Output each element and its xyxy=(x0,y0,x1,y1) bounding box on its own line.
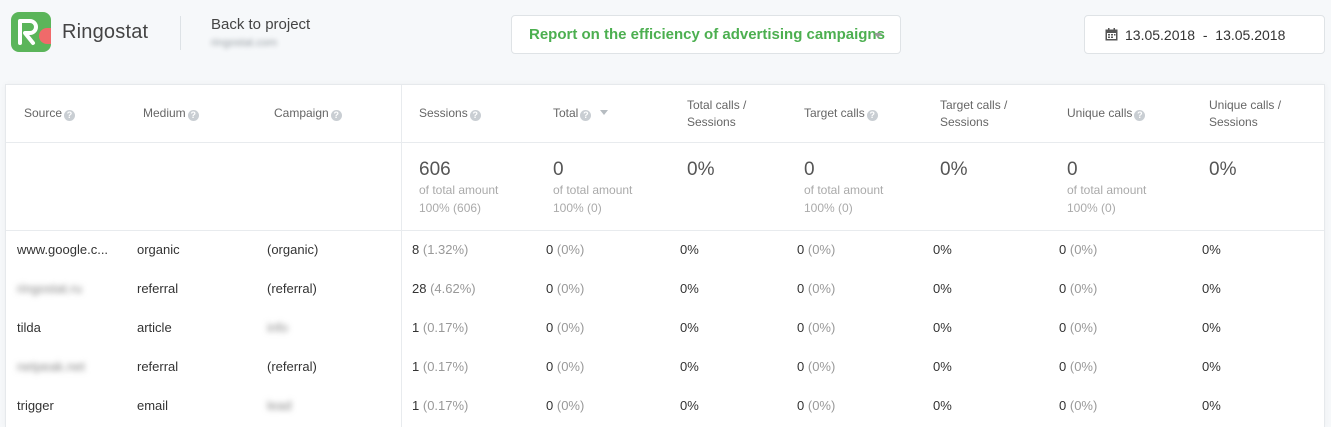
cell-unique-calls-sessions: 0% xyxy=(1202,281,1221,296)
cell-source: tilda xyxy=(17,320,41,335)
logo-mark-icon xyxy=(18,19,51,45)
cell-sessions: 1 (0.17%) xyxy=(412,320,469,335)
col-header-medium[interactable]: Medium? xyxy=(143,105,199,122)
cell-target-calls-sessions: 0% xyxy=(933,281,952,296)
cell-medium: referral xyxy=(137,359,179,374)
question-circle-icon[interactable]: ? xyxy=(187,110,199,121)
question-circle-icon[interactable]: ? xyxy=(64,110,76,121)
cell-medium: article xyxy=(137,320,172,335)
table-row[interactable]: netpeak.net referral (referral) 1 (0.17%) 0 … xyxy=(6,359,1324,377)
col-header-total-calls-sessions[interactable]: Total calls / Sessions xyxy=(687,98,747,129)
header-divider xyxy=(180,16,181,50)
question-circle-icon[interactable]: ? xyxy=(866,110,878,121)
report-type-select[interactable]: Report on the efficiency of advertising … xyxy=(511,15,901,54)
col-header-source[interactable]: Source? xyxy=(24,105,76,122)
cell-sessions: 8 (1.32%) xyxy=(412,242,469,257)
top-bar: Ringostat Back to project ringostat.com … xyxy=(0,0,1331,84)
cell-campaign: (referral) xyxy=(267,359,317,374)
cell-total: 0 (0%) xyxy=(546,242,585,257)
cell-unique-calls-sessions: 0% xyxy=(1202,398,1221,413)
total-unique-calls: 0 of total amount 100% (0) xyxy=(1067,159,1147,215)
col-header-unique-calls[interactable]: Unique calls? xyxy=(1067,105,1146,122)
cell-total: 0 (0%) xyxy=(546,320,585,335)
question-circle-icon[interactable]: ? xyxy=(1134,110,1146,121)
project-url: ringostat.com xyxy=(211,37,278,49)
report-table: Source? Medium? Campaign? Sessions? Tota… xyxy=(5,84,1325,427)
cell-target-calls: 0 (0%) xyxy=(797,242,836,257)
cell-source: netpeak.net xyxy=(17,359,85,374)
calendar-icon xyxy=(1105,28,1118,41)
cell-sessions: 1 (0.17%) xyxy=(412,359,469,374)
caret-down-icon xyxy=(874,33,882,38)
cell-source: trigger xyxy=(17,398,54,413)
total-target-calls: 0 of total amount 100% (0) xyxy=(804,159,884,215)
cell-target-calls: 0 (0%) xyxy=(797,320,836,335)
cell-sessions: 28 (4.62%) xyxy=(412,281,476,296)
col-header-target-calls[interactable]: Target calls? xyxy=(804,105,878,122)
total-unique-calls-sessions: 0% xyxy=(1209,159,1237,180)
back-to-project-link[interactable]: Back to project xyxy=(211,16,311,33)
cell-target-calls: 0 (0%) xyxy=(797,398,836,413)
cell-total-calls-sessions: 0% xyxy=(680,359,699,374)
cell-sessions: 1 (0.17%) xyxy=(412,398,469,413)
report-type-label: Report on the efficiency of advertising … xyxy=(529,26,885,43)
cell-total: 0 (0%) xyxy=(546,281,585,296)
cell-target-calls: 0 (0%) xyxy=(797,281,836,296)
cell-unique-calls-sessions: 0% xyxy=(1202,320,1221,335)
col-header-total[interactable]: Total? xyxy=(553,105,609,122)
table-row[interactable]: trigger email lead 1 (0.17%) 0 (0%) 0% 0 (0%) 0… xyxy=(6,398,1324,416)
cell-total: 0 (0%) xyxy=(546,359,585,374)
cell-target-calls-sessions: 0% xyxy=(933,242,952,257)
cell-campaign: (organic) xyxy=(267,242,319,257)
cell-campaign: lead xyxy=(267,398,292,413)
cell-medium: referral xyxy=(137,281,179,296)
cell-target-calls-sessions: 0% xyxy=(933,398,952,413)
total-sessions: 606 of total amount 100% (606) xyxy=(419,159,499,215)
cell-total-calls-sessions: 0% xyxy=(680,281,699,296)
brand-name: Ringostat xyxy=(62,21,149,43)
cell-total: 0 (0%) xyxy=(546,398,585,413)
cell-unique-calls: 0 (0%) xyxy=(1059,281,1098,296)
date-range-picker[interactable]: 13.05.2018 - 13.05.2018 xyxy=(1084,15,1325,54)
cell-unique-calls: 0 (0%) xyxy=(1059,242,1098,257)
total-calls-sessions: 0% xyxy=(687,159,715,180)
cell-source: ringostat.ru xyxy=(17,281,83,296)
total-calls: 0 of total amount 100% (0) xyxy=(553,159,633,215)
cell-unique-calls-sessions: 0% xyxy=(1202,359,1221,374)
sort-caret-icon[interactable] xyxy=(600,110,609,115)
totals-separator xyxy=(6,230,1324,231)
cell-medium: email xyxy=(137,398,169,413)
header-separator xyxy=(6,142,1324,143)
col-header-sessions[interactable]: Sessions? xyxy=(419,105,481,122)
question-circle-icon[interactable]: ? xyxy=(469,110,481,121)
cell-unique-calls-sessions: 0% xyxy=(1202,242,1221,257)
col-header-campaign[interactable]: Campaign? xyxy=(274,105,342,122)
table-row[interactable]: tilda article info 1 (0.17%) 0 (0%) 0% 0 (0%) 0… xyxy=(6,320,1324,338)
column-divider xyxy=(401,85,402,427)
cell-medium: organic xyxy=(137,242,180,257)
cell-campaign: (referral) xyxy=(267,281,317,296)
cell-total-calls-sessions: 0% xyxy=(680,398,699,413)
cell-unique-calls: 0 (0%) xyxy=(1059,359,1098,374)
col-header-target-calls-sessions[interactable]: Target calls / Sessions xyxy=(940,98,1008,129)
cell-campaign: info xyxy=(267,320,288,335)
cell-target-calls-sessions: 0% xyxy=(933,320,952,335)
cell-target-calls-sessions: 0% xyxy=(933,359,952,374)
col-header-unique-calls-sessions[interactable]: Unique calls / Sessions xyxy=(1209,98,1282,129)
question-circle-icon[interactable]: ? xyxy=(330,110,342,121)
cell-source: www.google.c... xyxy=(17,242,109,257)
cell-unique-calls: 0 (0%) xyxy=(1059,398,1098,413)
total-target-calls-sessions: 0% xyxy=(940,159,968,180)
question-circle-icon[interactable]: ? xyxy=(580,110,592,121)
table-row[interactable]: www.google.c... organic (organic) 8 (1.32%)… xyxy=(6,242,1324,260)
cell-total-calls-sessions: 0% xyxy=(680,320,699,335)
cell-total-calls-sessions: 0% xyxy=(680,242,699,257)
date-range-text: 13.05.2018 - 13.05.2018 xyxy=(1125,27,1286,43)
cell-unique-calls: 0 (0%) xyxy=(1059,320,1098,335)
table-row[interactable]: ringostat.ru referral (referral) 28 (4.62%)… xyxy=(6,281,1324,299)
ringostat-logo[interactable] xyxy=(11,12,51,52)
cell-target-calls: 0 (0%) xyxy=(797,359,836,374)
